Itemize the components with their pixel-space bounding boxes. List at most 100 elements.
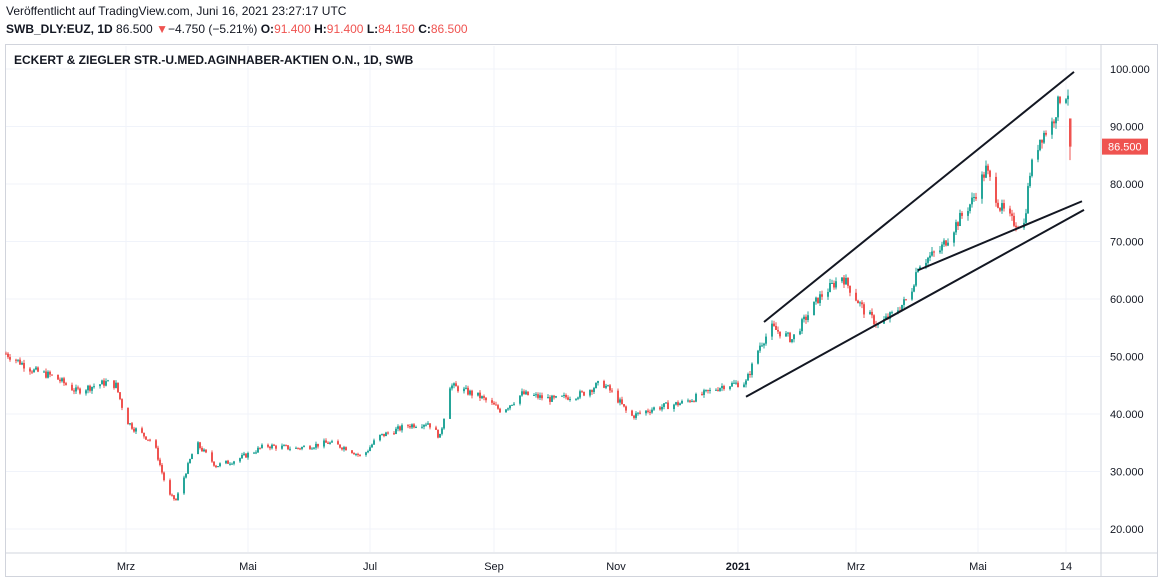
- candle-body: [525, 391, 527, 395]
- candle-body: [87, 385, 89, 391]
- candle-body: [273, 444, 275, 446]
- candle-body: [107, 380, 109, 382]
- candle-body: [239, 458, 241, 462]
- candle-body: [751, 363, 753, 375]
- candle-body: [549, 397, 551, 402]
- y-tick-label: 80.000: [1110, 179, 1144, 191]
- candle-body: [997, 202, 999, 208]
- candle-body: [269, 446, 271, 449]
- candle-body: [255, 452, 257, 454]
- candle-body: [201, 448, 203, 452]
- candle-body: [29, 368, 31, 372]
- candle-body: [957, 222, 959, 227]
- candle-body: [539, 395, 541, 398]
- candle-body: [177, 493, 179, 501]
- candle-body: [185, 473, 187, 478]
- grid: [6, 46, 1100, 552]
- candle-body: [1009, 208, 1011, 214]
- candle-body: [953, 232, 955, 243]
- candle-body: [969, 204, 971, 212]
- candle-body: [551, 395, 553, 402]
- candle-body: [75, 387, 77, 392]
- candle-body: [303, 446, 305, 448]
- candle-body: [371, 444, 373, 448]
- candle-body: [1001, 203, 1003, 211]
- candle-body: [733, 382, 735, 384]
- candle-body: [429, 423, 431, 428]
- candle-body: [243, 453, 245, 455]
- candle-body: [1057, 96, 1059, 118]
- candle-body: [537, 394, 539, 398]
- candle-body: [73, 390, 75, 392]
- candle-body: [285, 445, 287, 447]
- candle-body: [773, 323, 775, 327]
- candle-body: [245, 453, 247, 458]
- candle-body: [841, 277, 843, 282]
- candle-body: [477, 392, 479, 396]
- candle-body: [157, 447, 159, 460]
- candle-body: [211, 452, 213, 462]
- candle-body: [703, 390, 705, 395]
- candle-body: [619, 399, 621, 403]
- candle-body: [357, 453, 359, 455]
- candle-body: [143, 432, 145, 437]
- candle-body: [89, 385, 91, 391]
- candle-body: [903, 299, 905, 305]
- high-value: 91.400: [326, 22, 364, 36]
- candle-body: [985, 165, 987, 178]
- candle-body: [527, 391, 529, 396]
- candle-body: [633, 415, 635, 418]
- candle-body: [523, 391, 525, 395]
- candle-body: [481, 396, 483, 399]
- candle-body: [885, 316, 887, 320]
- candle-body: [635, 413, 637, 418]
- candle-body: [705, 389, 707, 391]
- last-value: 86.500: [116, 22, 153, 36]
- candle-body: [561, 395, 563, 397]
- candle-body: [911, 291, 913, 300]
- candle-body: [777, 329, 779, 332]
- candle-body: [743, 384, 745, 388]
- candle-body: [679, 403, 681, 406]
- candle-body: [919, 266, 921, 269]
- candle-body: [17, 359, 19, 361]
- candle-body: [261, 444, 263, 448]
- candle-body: [121, 399, 123, 408]
- x-tick-label: Nov: [606, 561, 626, 573]
- candle-body: [421, 426, 423, 428]
- last-price-badge: [1102, 138, 1148, 155]
- candle-body: [575, 398, 577, 400]
- candle-body: [241, 454, 243, 459]
- candle-body: [423, 424, 425, 427]
- candle-body: [233, 461, 235, 464]
- trendline: [917, 200, 1083, 272]
- candle-body: [687, 400, 689, 402]
- candle-body: [849, 285, 851, 293]
- candle-body: [441, 428, 443, 434]
- candle-body: [415, 427, 417, 429]
- candle-body: [147, 439, 149, 441]
- candle-body: [981, 174, 983, 199]
- candle-body: [341, 447, 343, 450]
- candle-body: [1041, 139, 1043, 143]
- candle-body: [847, 277, 849, 286]
- symbol-ohlc-line: SWB_DLY:EUZ, 1D 86.500 ▼−4.750 (−5.21%) …: [6, 22, 468, 36]
- candle-body: [315, 443, 317, 448]
- candle-body: [175, 499, 177, 501]
- last-price-marker: 86.500: [1102, 138, 1148, 155]
- y-tick-label: 50.000: [1110, 352, 1144, 364]
- candle-body: [729, 386, 731, 390]
- candle-body: [199, 442, 201, 449]
- candle-body: [787, 332, 789, 334]
- candle-body: [149, 439, 151, 441]
- candle-body: [401, 425, 403, 431]
- candle-body: [579, 391, 581, 398]
- candle-body: [463, 388, 465, 392]
- candle-body: [163, 472, 165, 481]
- candle-body: [253, 452, 255, 454]
- candle-body: [971, 197, 973, 205]
- candle-body: [901, 304, 903, 311]
- candle-body: [761, 345, 763, 347]
- candle-body: [563, 395, 565, 397]
